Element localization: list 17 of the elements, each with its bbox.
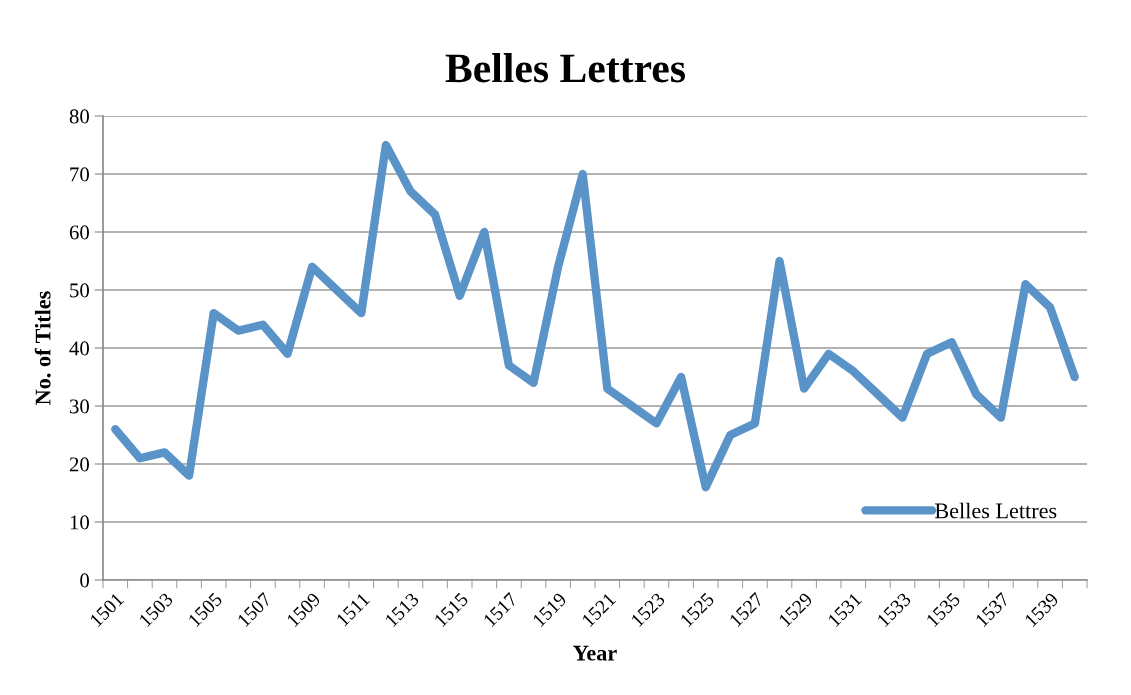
x-tick-label: 1521 [581, 592, 617, 628]
legend-label: Belles Lettres [935, 502, 1057, 519]
y-tick-label: 20 [69, 457, 90, 472]
y-tick-label: 80 [69, 109, 90, 124]
x-tick-label: 1511 [335, 592, 371, 627]
y-tick-label: 40 [69, 341, 90, 356]
y-tick-label: 30 [69, 399, 90, 414]
y-tick-label: 0 [80, 573, 90, 588]
y-tick-label: 10 [70, 515, 90, 530]
y-axis-title: No. of Titles [34, 291, 51, 405]
y-tick-label: 50 [70, 283, 90, 298]
y-tick-label: 60 [69, 225, 90, 240]
x-tick-label: 1531 [827, 592, 863, 628]
chart-title: Belles Lettres [445, 53, 686, 83]
x-axis-title: Year [573, 645, 617, 661]
y-tick-label: 70 [70, 167, 90, 182]
x-tick-label: 1501 [89, 592, 125, 628]
